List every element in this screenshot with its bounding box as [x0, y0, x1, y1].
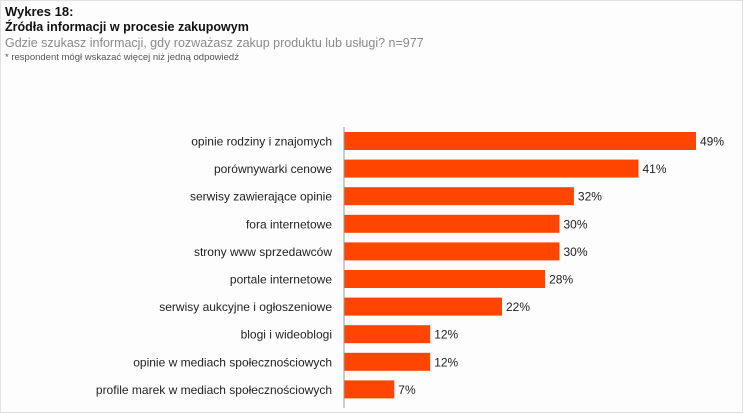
chart-title: Źródła informacji w procesie zakupowym: [5, 20, 249, 34]
category-label: serwisy aukcyjne i ogłoszeniowe: [159, 300, 332, 314]
category-label: porównywarki cenowe: [214, 162, 332, 176]
category-label: blogi i wideoblogi: [241, 328, 332, 342]
category-label: strony www sprzedawców: [194, 245, 332, 259]
value-label: 7%: [398, 383, 416, 397]
bar: [344, 380, 395, 399]
category-label: serwisy zawierające opinie: [190, 190, 332, 204]
value-label: 30%: [564, 217, 588, 231]
value-label: 30%: [564, 245, 588, 259]
category-label: fora internetowe: [246, 217, 332, 231]
category-label: opinie rodziny i znajomych: [191, 135, 332, 149]
value-label: 49%: [700, 135, 724, 149]
value-label: 41%: [643, 162, 667, 176]
chart-subtitle: Gdzie szukasz informacji, gdy rozważasz …: [5, 36, 424, 50]
bar: [344, 159, 639, 178]
chart-number-label: Wykres 18:: [5, 4, 74, 19]
value-label: 12%: [434, 355, 458, 369]
value-label: 28%: [549, 273, 573, 287]
bar: [344, 270, 546, 288]
bar: [344, 214, 560, 233]
chart-footnote: * respondent mógł wskazać więcej niż jed…: [5, 52, 239, 63]
category-label: opinie w mediach społecznościowych: [133, 355, 332, 369]
bar: [344, 242, 560, 261]
bar: [344, 132, 696, 150]
bar: [344, 187, 574, 206]
bar: [344, 352, 431, 371]
bar: [344, 325, 431, 344]
category-label: profile marek w mediach społecznościowyc…: [96, 383, 332, 397]
category-label: portale internetowe: [230, 273, 332, 287]
value-label: 32%: [578, 190, 602, 204]
bar: [344, 297, 502, 316]
value-label: 22%: [506, 300, 530, 314]
value-label: 12%: [434, 328, 458, 342]
